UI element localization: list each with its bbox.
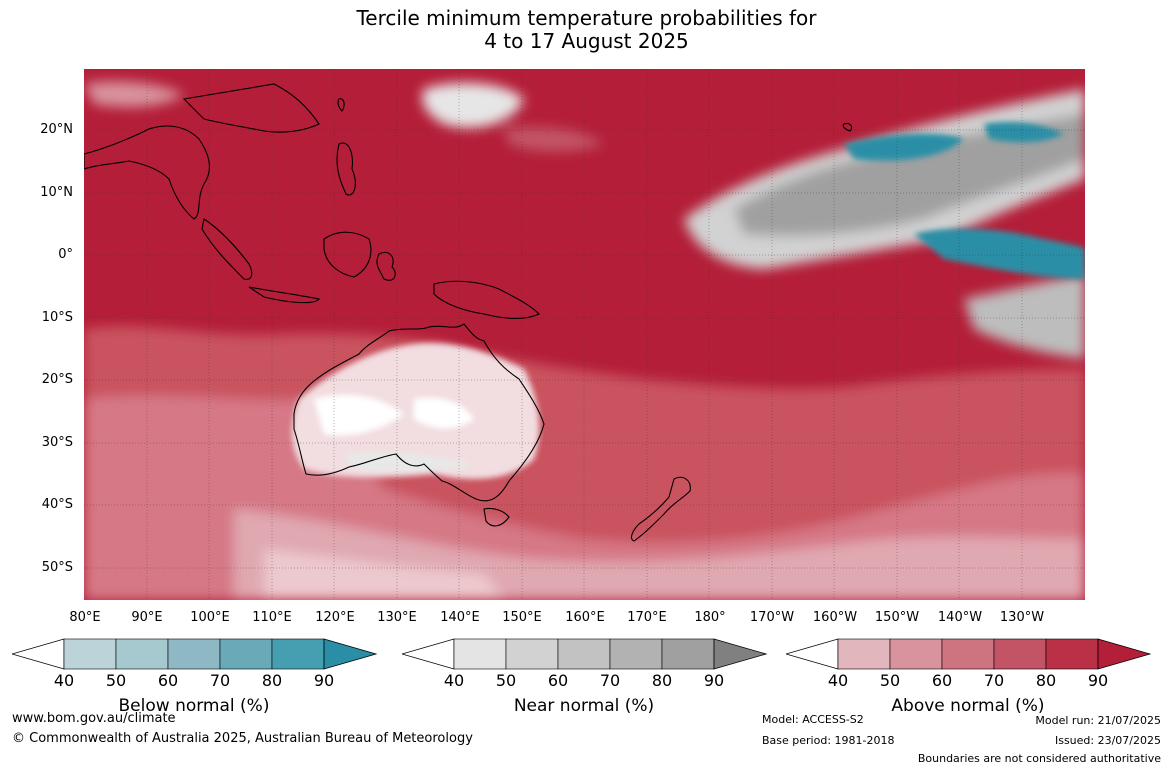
new-guinea-coast <box>433 280 540 320</box>
below-tick-40: 40 <box>53 671 75 690</box>
above-normal-colorbar <box>786 638 1152 670</box>
chart-title-line1: Tercile minimum temperature probabilitie… <box>356 6 817 30</box>
footer-boundaries: Boundaries are not considered authoritat… <box>917 752 1161 765</box>
lon-label-170e: 170°E <box>627 610 667 625</box>
lon-label-120e: 120°E <box>315 610 355 625</box>
footer-model-run: Model run: 21/07/2025 <box>1035 714 1161 727</box>
above-tick-60: 60 <box>931 671 953 690</box>
above-normal-title: Above normal (%) <box>891 696 1045 716</box>
coastlines <box>84 83 853 542</box>
lon-label-100e: 100°E <box>190 610 230 625</box>
near-tick-60: 60 <box>547 671 569 690</box>
lon-label-150e: 150°E <box>502 610 542 625</box>
lat-label-20n: 20°N <box>40 122 73 137</box>
lon-label-160w: 160°W <box>812 610 858 625</box>
lon-label-130w: 130°W <box>999 610 1045 625</box>
taiwan-coast <box>337 98 345 112</box>
lat-label-30s: 30°S <box>41 435 73 450</box>
near-normal-colorbar <box>402 638 768 670</box>
sumatra-coast <box>201 218 253 280</box>
below-tick-80: 80 <box>261 671 283 690</box>
china-coast <box>182 83 320 133</box>
footer-issued: Issued: 23/07/2025 <box>1054 734 1161 747</box>
map-gridlines <box>84 69 1085 600</box>
lat-label-20s: 20°S <box>41 372 73 387</box>
above-tick-90: 90 <box>1087 671 1109 690</box>
near-tick-50: 50 <box>495 671 517 690</box>
near-tick-90: 90 <box>703 671 725 690</box>
lat-label-40s: 40°S <box>41 497 73 512</box>
se-asia-coast <box>84 125 210 220</box>
lat-label-50s: 50°S <box>41 560 73 575</box>
northern-patches <box>84 81 604 152</box>
above-tick-50: 50 <box>879 671 901 690</box>
lon-label-180: 180° <box>694 610 726 625</box>
sulawesi-coast <box>376 251 396 281</box>
above-tick-40: 40 <box>827 671 849 690</box>
lat-label-10s: 10°S <box>41 310 73 325</box>
footer-base-period: Base period: 1981-2018 <box>762 734 895 747</box>
above-tick-70: 70 <box>983 671 1005 690</box>
lat-label-0: 0° <box>58 247 73 262</box>
below-normal-colorbar <box>12 638 378 670</box>
borneo-coast <box>323 231 372 278</box>
chart-title-line2: 4 to 17 August 2025 <box>484 29 689 53</box>
lon-label-160e: 160°E <box>565 610 605 625</box>
lon-label-140w: 140°W <box>937 610 983 625</box>
pacific-near-normal-band <box>684 89 1085 359</box>
australia-coast <box>293 323 545 502</box>
hawaii-coast <box>842 123 853 132</box>
near-normal-title: Near normal (%) <box>513 696 655 716</box>
footer-copyright: © Commonwealth of Australia 2025, Austra… <box>12 731 473 746</box>
java-coast <box>248 286 321 304</box>
lon-label-90e: 90°E <box>131 610 163 625</box>
philippines-coast <box>336 142 356 196</box>
below-tick-60: 60 <box>157 671 179 690</box>
new-zealand-coast <box>630 476 691 542</box>
lon-label-150w: 150°W <box>874 610 920 625</box>
near-tick-80: 80 <box>651 671 673 690</box>
tasmania-coast <box>483 507 510 527</box>
near-tick-40: 40 <box>443 671 465 690</box>
below-tick-70: 70 <box>209 671 231 690</box>
pacific-below-normal-patches <box>844 122 1085 279</box>
footer-model: Model: ACCESS-S2 <box>762 713 864 726</box>
below-tick-90: 90 <box>313 671 335 690</box>
probability-map <box>84 69 1085 600</box>
footer-url[interactable]: www.bom.gov.au/climate <box>12 711 176 726</box>
lon-label-170w: 170°W <box>749 610 795 625</box>
near-tick-70: 70 <box>599 671 621 690</box>
lon-label-110e: 110°E <box>252 610 292 625</box>
lat-label-10n: 10°N <box>40 185 73 200</box>
below-tick-50: 50 <box>105 671 127 690</box>
lon-label-130e: 130°E <box>377 610 417 625</box>
lon-label-80e: 80°E <box>69 610 101 625</box>
above-tick-80: 80 <box>1035 671 1057 690</box>
lon-label-140e: 140°E <box>440 610 480 625</box>
below-normal-title: Below normal (%) <box>118 696 270 716</box>
